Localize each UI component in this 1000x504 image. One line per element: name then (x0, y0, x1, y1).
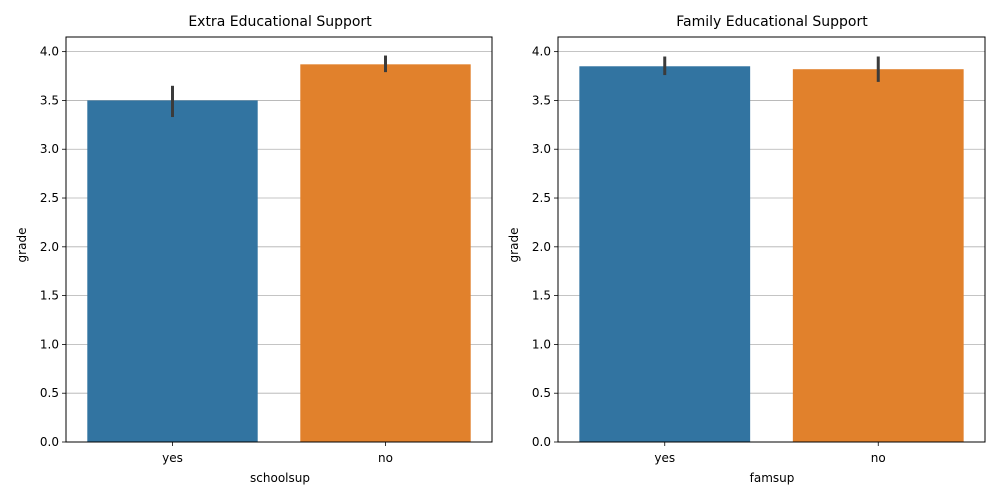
left-y-tick-label: 1.0 (40, 337, 59, 351)
right-y-tick-label: 4.0 (532, 45, 551, 59)
right-bar-yes (579, 66, 751, 443)
right-chart-title: Family Educational Support (676, 14, 868, 30)
left-y-tick-label: 2.5 (40, 191, 59, 205)
right-chart: Family Educational Support famsup grade … (507, 14, 986, 485)
right-bar-no (792, 69, 964, 442)
left-y-tick-label: 4.0 (40, 45, 59, 59)
right-y-tick-label: 3.5 (532, 93, 551, 107)
left-y-tick-label: 1.5 (40, 289, 59, 303)
right-y-tick-label: 1.0 (532, 337, 551, 351)
right-y-tick-label: 0.0 (532, 435, 551, 449)
left-y-axis-label: grade (15, 228, 29, 263)
left-x-tick-label-no: no (378, 451, 393, 465)
left-chart: Extra Educational Support schoolsup grad… (15, 14, 493, 485)
left-y-tick-label: 3.0 (40, 142, 59, 156)
left-x-axis-label: schoolsup (250, 471, 310, 485)
right-y-tick-label: 1.5 (532, 289, 551, 303)
right-y-tick-label: 2.5 (532, 191, 551, 205)
left-y-tick-label: 0.5 (40, 386, 59, 400)
left-y-tick-label: 2.0 (40, 240, 59, 254)
right-x-tick-label-yes: yes (654, 451, 675, 465)
right-y-tick-label: 2.0 (532, 240, 551, 254)
left-bar-no (300, 64, 471, 442)
left-bar-yes (87, 100, 258, 442)
right-y-tick-label: 0.5 (532, 386, 551, 400)
right-x-axis-label: famsup (750, 471, 795, 485)
right-y-axis-label: grade (507, 228, 521, 263)
left-x-tick-label-yes: yes (162, 451, 183, 465)
right-x-tick-label-no: no (871, 451, 886, 465)
left-chart-title: Extra Educational Support (188, 14, 372, 30)
left-y-tick-label: 0.0 (40, 435, 59, 449)
right-axes-frame (557, 36, 986, 443)
left-axes-frame (65, 36, 493, 443)
right-y-tick-label: 3.0 (532, 142, 551, 156)
left-y-tick-label: 3.5 (40, 93, 59, 107)
